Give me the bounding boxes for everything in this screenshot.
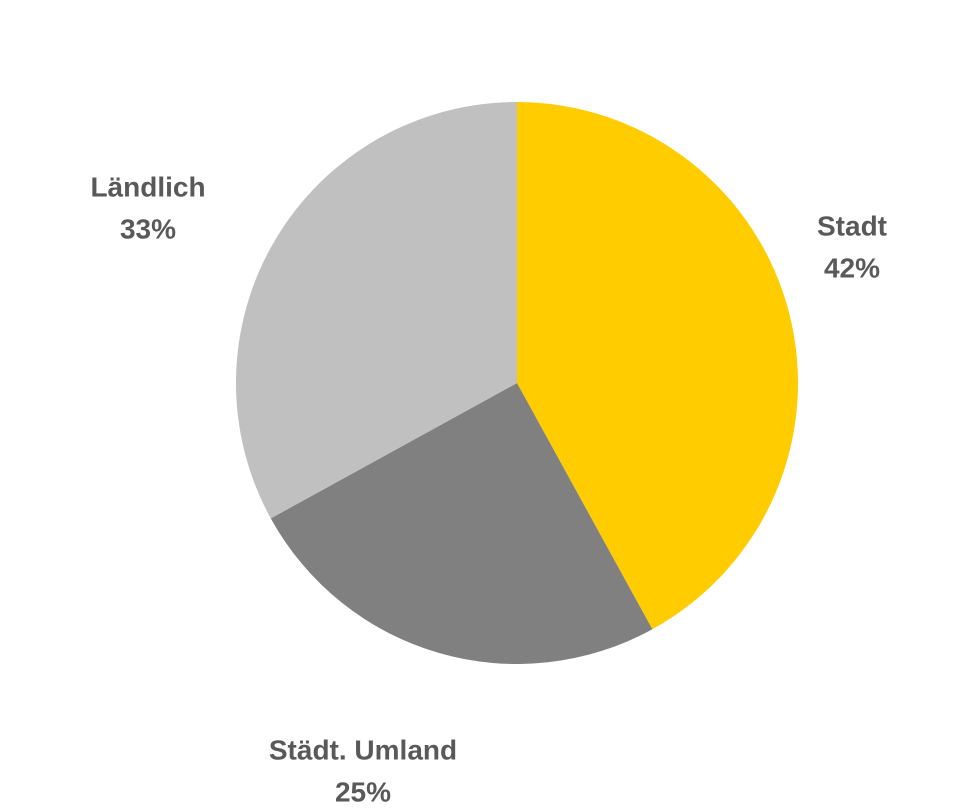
slice-label: Ländlich xyxy=(90,171,205,202)
slice-label: Stadt xyxy=(817,210,887,241)
pie-slice xyxy=(270,383,653,664)
slice-value-label: 42% xyxy=(824,252,880,283)
pie-slice xyxy=(235,101,517,519)
slice-value-label: 33% xyxy=(120,213,176,244)
slice-value-label: 25% xyxy=(335,776,391,807)
pie-slice xyxy=(517,102,799,630)
slice-label: Städt. Umland xyxy=(269,734,457,765)
